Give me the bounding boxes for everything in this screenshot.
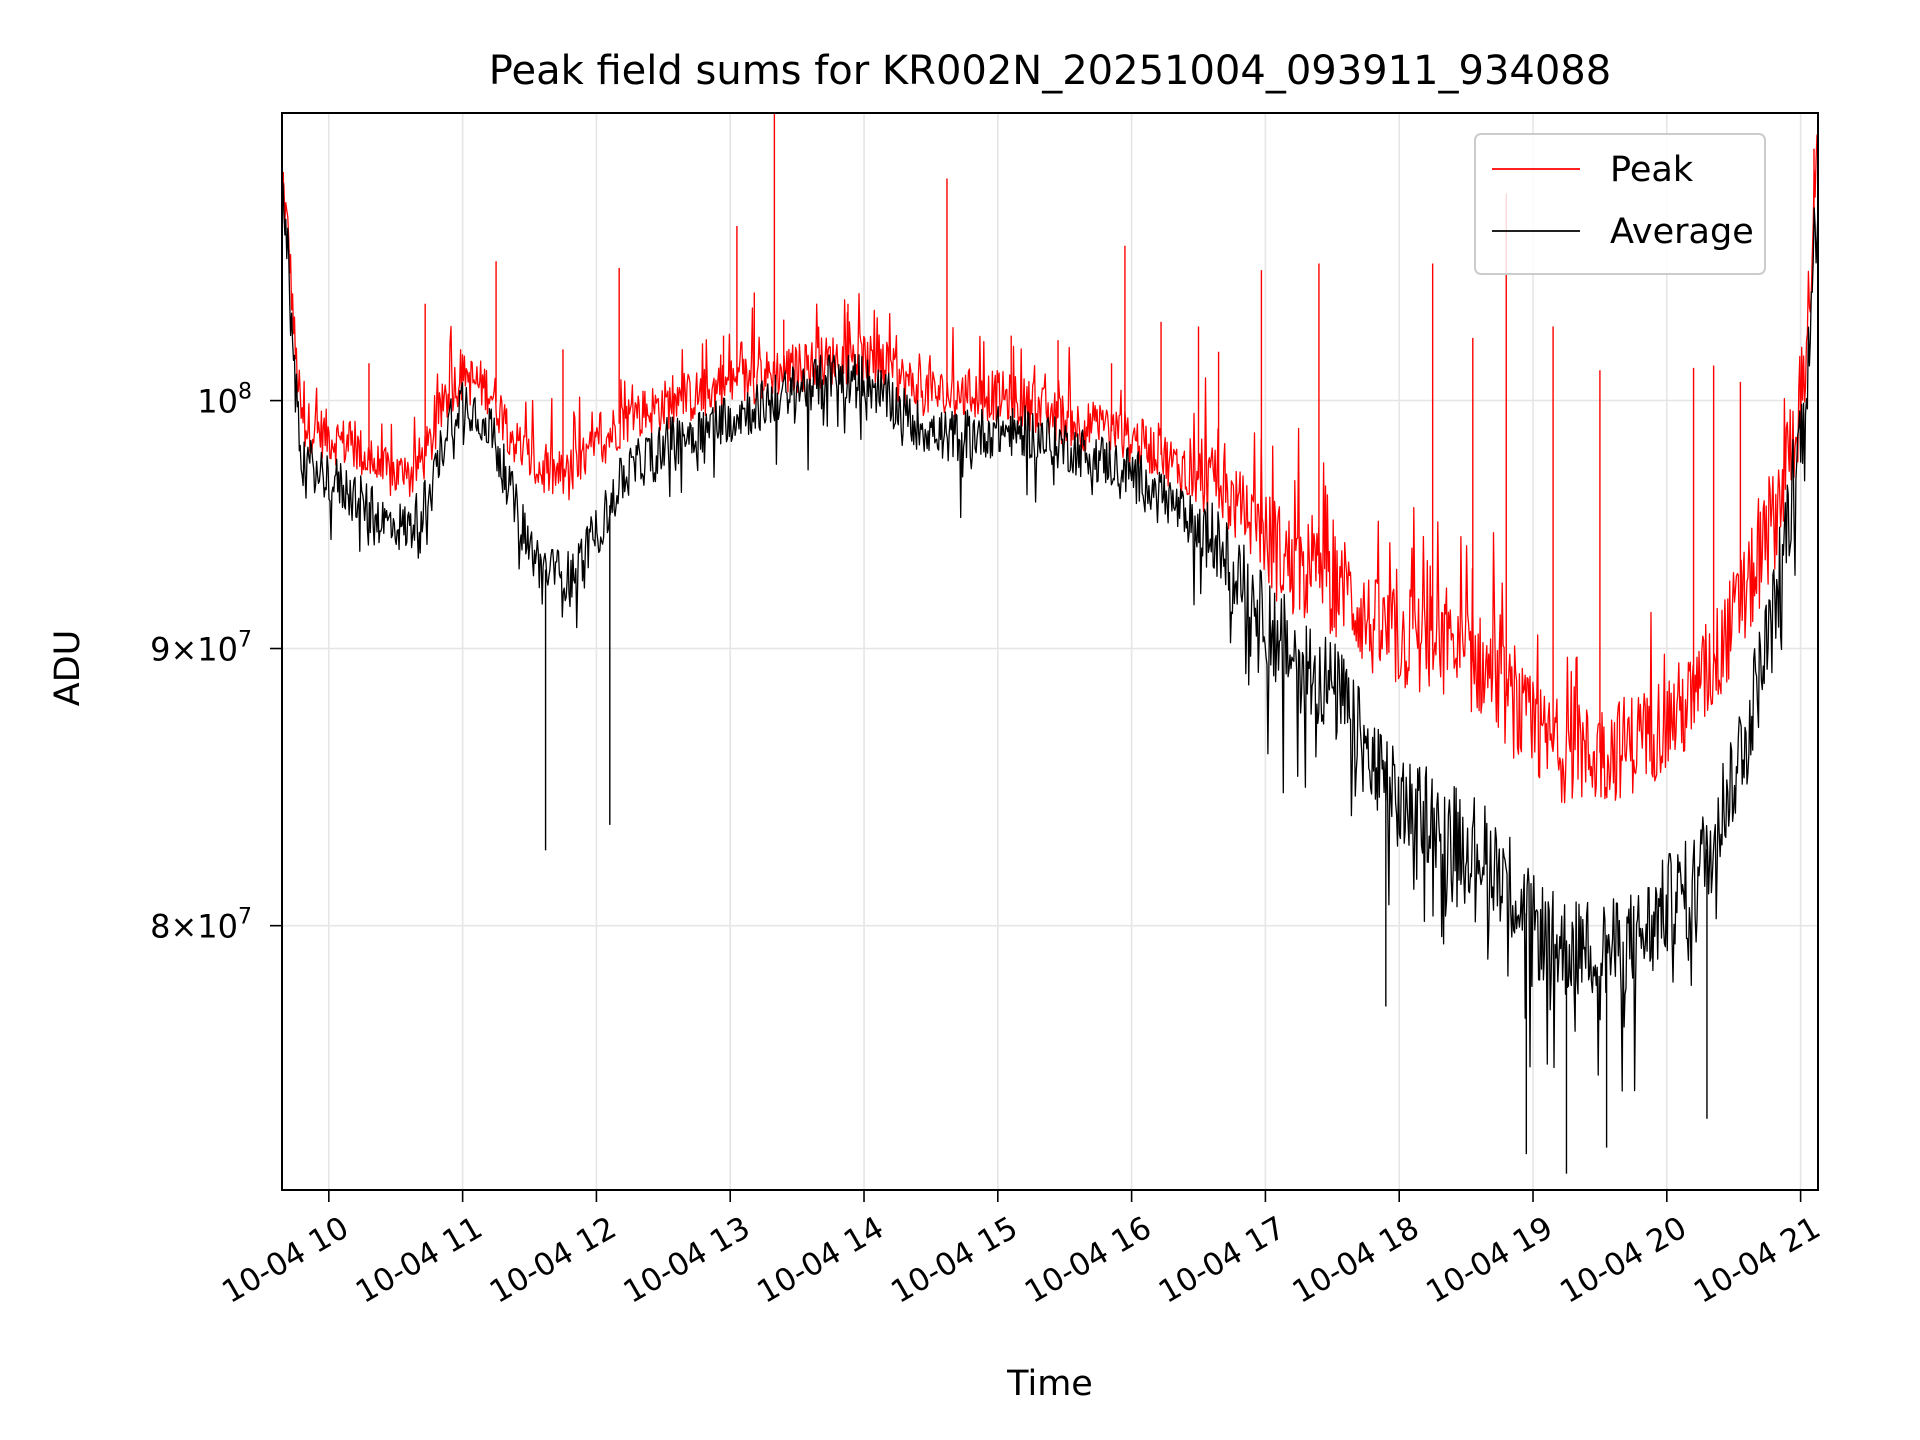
y-tick-label: 8×107 xyxy=(150,905,252,946)
y-axis-label: ADU xyxy=(48,630,88,707)
y-tick-label: 108 xyxy=(197,380,252,421)
y-axis: 8×107 9×107 108 xyxy=(150,380,282,946)
plot-frame xyxy=(281,112,1819,1191)
y-tick-label: 9×107 xyxy=(150,628,252,669)
legend-peak-label: Peak xyxy=(1610,150,1694,190)
x-axis-label: Time xyxy=(1006,1364,1093,1404)
legend-average-label: Average xyxy=(1610,212,1754,252)
legend: Peak Average xyxy=(1474,133,1766,275)
plot-lines xyxy=(282,113,1818,1174)
peak-series-line xyxy=(282,134,1818,804)
grid xyxy=(282,113,1818,1190)
chart-title: Peak field sums for KR002N_20251004_0939… xyxy=(489,48,1611,94)
average-series-line xyxy=(282,183,1818,1092)
